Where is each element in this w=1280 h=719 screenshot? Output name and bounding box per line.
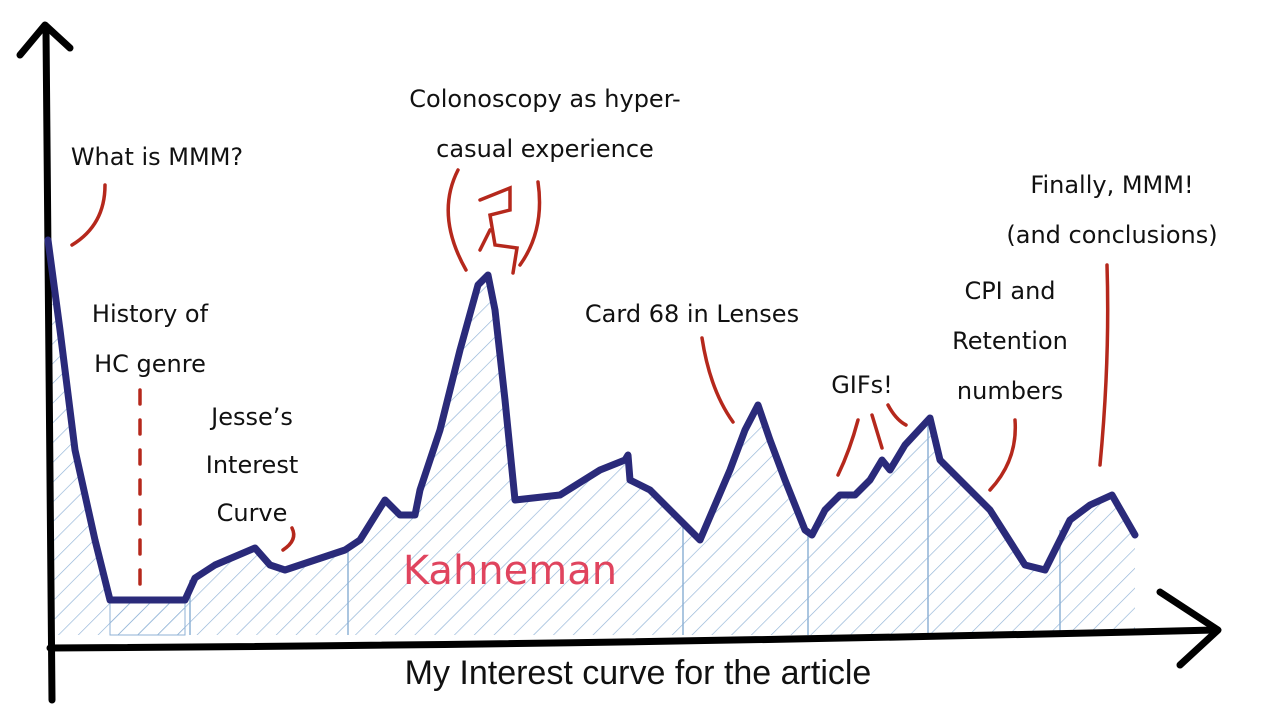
annotation-text: Colonoscopy as hyper- [409,85,680,113]
axes [16,21,1222,704]
interest-curve [44,236,1139,604]
annotation-text: numbers [957,377,1063,405]
annotation-text: casual experience [436,135,654,163]
pointers [70,168,1110,587]
annotation-text: Jesse’s [209,403,293,431]
annotation-text: Finally, MMM! [1030,171,1193,199]
curve-area [48,240,1135,635]
annotation-text: Curve [217,499,288,527]
history-block [109,599,186,636]
annotation-text: Retention [952,327,1068,355]
annotation-text: (and conclusions) [1006,221,1217,249]
annotation-text: History of [92,300,209,328]
annotation-text: Interest [206,451,298,479]
annotation-text: GIFs! [831,371,893,399]
annotation-text: Card 68 in Lenses [585,300,799,328]
annotation-text: HC genre [94,350,206,378]
annotation-text: What is MMM? [71,143,243,171]
caption: My Interest curve for the article [405,654,872,692]
kahneman-label: Kahneman [403,548,617,594]
annotation-text: CPI and [964,277,1055,305]
